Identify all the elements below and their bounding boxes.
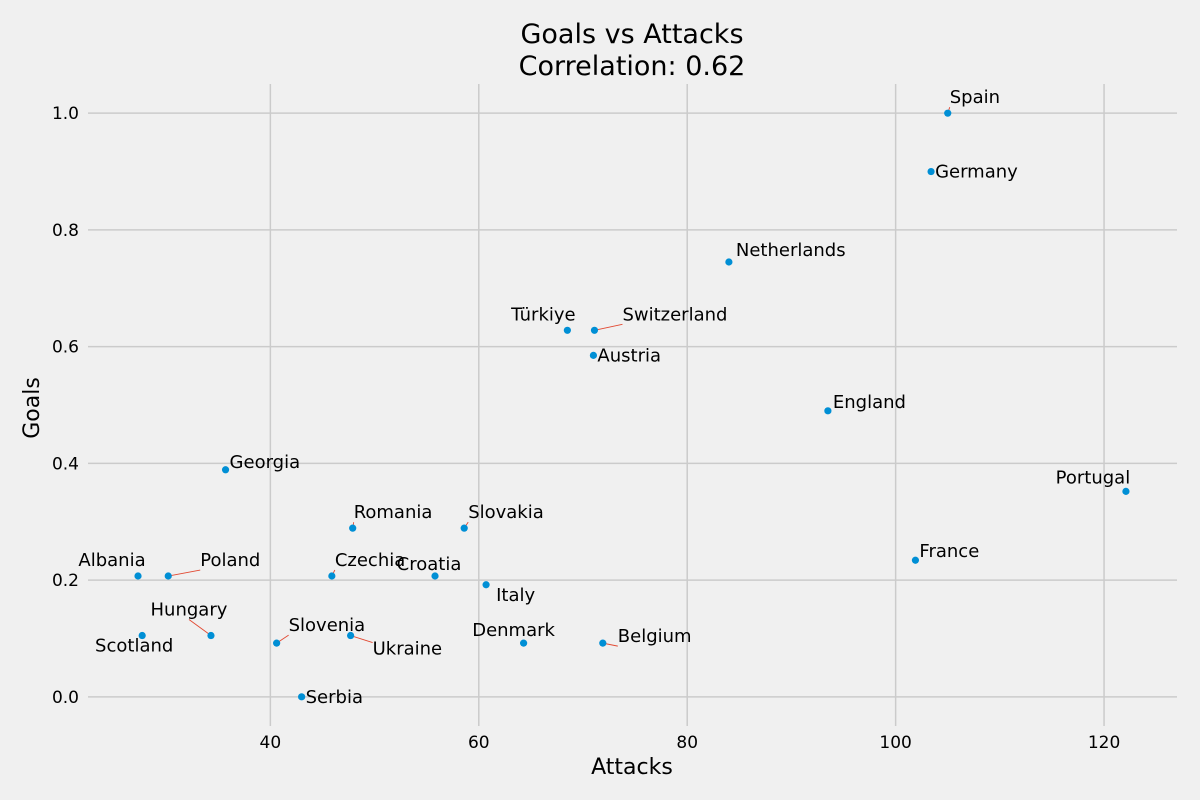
- y-tick-label: 0.6: [52, 338, 79, 358]
- y-tick-label: 0.0: [52, 688, 79, 708]
- x-axis-label: Attacks: [591, 755, 673, 780]
- label-leader-hungary: [188, 619, 212, 636]
- data-point-czechia: [328, 572, 336, 580]
- data-point-scotland: [138, 631, 146, 640]
- y-tick-label: 1.0: [52, 104, 79, 124]
- data-point-italy: [482, 581, 490, 589]
- data-point-poland: [164, 572, 172, 580]
- data-point-albania: [134, 572, 142, 580]
- chart-subtitle: Correlation: 0.62: [519, 51, 746, 82]
- point-label-france: France: [919, 541, 979, 562]
- chart-title: Goals vs Attacks: [520, 19, 743, 50]
- point-label-albania: Albania: [78, 550, 145, 571]
- point-label-hungary: Hungary: [151, 600, 228, 621]
- point-label-portugal: Portugal: [1056, 467, 1131, 488]
- point-label-czechia: Czechia: [335, 550, 405, 571]
- label-leader-ukraine: [350, 635, 373, 643]
- point-label-switzerland: Switzerland: [622, 304, 727, 325]
- y-axis-label: Goals: [20, 377, 45, 439]
- point-label-england: England: [833, 392, 906, 413]
- x-tick-label: 60: [468, 733, 490, 753]
- data-point-slovenia: [273, 639, 281, 647]
- x-tick-label: 40: [260, 733, 282, 753]
- data-point-georgia: [221, 466, 230, 474]
- point-label-croatia: Croatia: [397, 554, 462, 575]
- point-label-germany: Germany: [935, 162, 1018, 183]
- label-leader-poland: [168, 569, 201, 577]
- point-label-belgium: Belgium: [618, 626, 692, 647]
- tick-layer: 40 60 80 100 120 0.0 0.2 0.4 0.6 0.8 1.0: [52, 104, 1120, 753]
- data-point-croatia: [431, 572, 439, 580]
- data-point-denmark: [520, 639, 528, 647]
- x-tick-label: 120: [1088, 733, 1120, 753]
- y-tick-label: 0.4: [52, 454, 79, 474]
- point-label-slovakia: Slovakia: [468, 502, 544, 523]
- data-point-belgium: [599, 639, 607, 647]
- leader-layer: [168, 107, 951, 647]
- point-label-denmark: Denmark: [472, 620, 555, 641]
- data-point-spain: [944, 109, 952, 117]
- point-label-italy: Italy: [496, 585, 535, 606]
- point-label-poland: Poland: [200, 550, 260, 571]
- point-label-turkiye: Türkiye: [510, 304, 576, 325]
- label-leader-switzerland: [594, 323, 623, 331]
- point-label-spain: Spain: [950, 87, 1000, 108]
- data-point-switzerland: [590, 326, 599, 334]
- data-point-portugal: [1122, 487, 1130, 495]
- data-point-france: [911, 556, 920, 564]
- point-label-netherlands: Netherlands: [736, 240, 846, 261]
- point-label-ukraine: Ukraine: [373, 639, 443, 660]
- data-point-ukraine: [347, 631, 355, 640]
- x-tick-label: 100: [879, 733, 911, 753]
- grid-layer: [88, 84, 1177, 726]
- data-point-serbia: [298, 693, 306, 701]
- point-label-romania: Romania: [354, 502, 433, 523]
- y-tick-label: 0.2: [52, 571, 79, 591]
- data-point-netherlands: [725, 258, 733, 266]
- point-label-scotland: Scotland: [95, 636, 173, 657]
- label-layer: Spain Germany Netherlands Türkiye Switzerlan…: [78, 87, 1130, 708]
- data-point-austria: [589, 351, 598, 359]
- data-point-hungary: [207, 631, 215, 640]
- point-label-slovenia: Slovenia: [289, 615, 366, 636]
- point-label-serbia: Serbia: [306, 687, 363, 708]
- point-layer: [134, 109, 1130, 701]
- y-tick-label: 0.8: [52, 221, 79, 241]
- data-point-england: [824, 407, 832, 415]
- data-point-slovakia: [460, 524, 468, 532]
- point-label-austria: Austria: [597, 345, 661, 366]
- data-point-romania: [349, 524, 357, 532]
- point-label-georgia: Georgia: [230, 452, 301, 473]
- data-point-germany: [927, 167, 935, 176]
- x-tick-label: 80: [676, 733, 698, 753]
- data-point-turkiye: [563, 326, 571, 334]
